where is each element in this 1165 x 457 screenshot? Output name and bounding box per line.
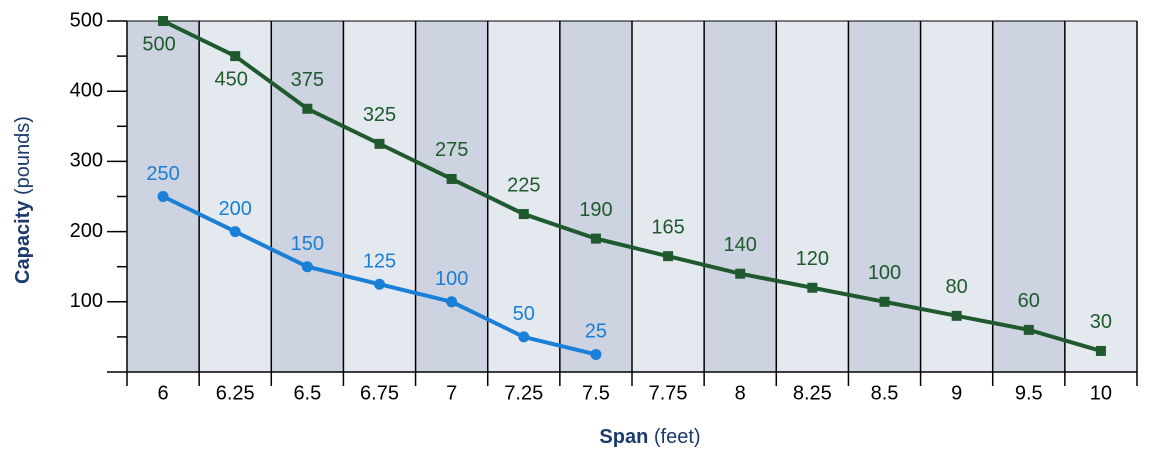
data-label: 50	[513, 303, 535, 325]
marker	[951, 310, 962, 321]
x-tick-label: 7.75	[649, 382, 688, 404]
marker	[446, 296, 458, 308]
data-label: 225	[507, 174, 540, 196]
x-tick-label: 6	[158, 382, 169, 404]
band	[199, 21, 272, 372]
marker	[590, 348, 602, 360]
marker	[302, 103, 313, 114]
data-label: 450	[215, 68, 248, 90]
data-label: 120	[796, 248, 829, 270]
y-label-bold: Capacity	[12, 200, 34, 284]
marker	[735, 268, 746, 279]
marker	[374, 138, 385, 149]
data-label: 30	[1090, 311, 1112, 333]
marker	[229, 226, 241, 238]
data-label: 250	[146, 163, 179, 185]
data-label: 80	[946, 276, 968, 298]
y-tick-label: 400	[70, 79, 103, 101]
data-label: 140	[724, 234, 757, 256]
band	[343, 21, 416, 372]
marker	[1095, 345, 1106, 356]
band	[848, 21, 921, 372]
x-tick-label: 9.5	[1015, 382, 1043, 404]
x-tick-label: 7	[446, 382, 457, 404]
marker	[590, 233, 601, 244]
marker	[374, 278, 385, 290]
band	[559, 21, 632, 372]
band	[271, 21, 344, 372]
x-tick-label: 10	[1090, 382, 1112, 404]
band	[415, 21, 488, 372]
band	[1064, 21, 1137, 372]
band	[704, 21, 777, 372]
marker	[157, 191, 169, 202]
data-label: 325	[363, 104, 396, 126]
y-tick-label: 500	[70, 9, 103, 31]
band	[487, 21, 560, 372]
marker	[879, 296, 890, 307]
data-label: 100	[435, 268, 468, 290]
data-label: 375	[291, 69, 324, 91]
series-line	[162, 19, 1102, 353]
data-label: 100	[868, 262, 901, 284]
x-axis-label: Span (feet)	[599, 426, 700, 448]
y-tick-label: 200	[70, 220, 103, 242]
marker	[301, 261, 313, 273]
data-label: 500	[142, 33, 175, 55]
x-tick-label: 6.25	[216, 382, 255, 404]
y-tick-label: 100	[70, 290, 103, 312]
x-tick-label: 7.5	[582, 382, 610, 404]
data-label: 25	[585, 321, 607, 343]
x-tick-label: 8	[735, 382, 746, 404]
x-tick-label: 8.25	[793, 382, 832, 404]
marker	[230, 51, 241, 62]
data-label: 165	[651, 216, 684, 238]
marker	[663, 251, 674, 262]
x-label-bold: Span	[599, 426, 648, 448]
band	[992, 21, 1065, 372]
x-tick-label: 8.5	[871, 382, 899, 404]
data-label: 125	[363, 251, 396, 273]
marker	[158, 16, 169, 26]
data-label: 150	[291, 233, 324, 255]
marker	[446, 173, 457, 184]
x-tick-label: 7.25	[504, 382, 543, 404]
data-label: 190	[579, 199, 612, 221]
marker	[807, 282, 818, 293]
data-label: 60	[1018, 290, 1040, 312]
marker	[1023, 324, 1034, 335]
data-label: 200	[219, 198, 252, 220]
y-axis-label: Capacity (pounds)	[12, 116, 34, 284]
marker	[518, 331, 530, 343]
x-label-unit: (feet)	[654, 426, 701, 448]
x-tick-label: 9	[951, 382, 962, 404]
band	[776, 21, 849, 372]
data-label: 275	[435, 139, 468, 161]
y-label-unit: (pounds)	[12, 116, 34, 195]
y-tick-label: 300	[70, 150, 103, 172]
marker	[518, 209, 529, 220]
x-tick-label: 6.75	[360, 382, 399, 404]
band	[632, 21, 705, 372]
x-tick-label: 6.5	[293, 382, 321, 404]
